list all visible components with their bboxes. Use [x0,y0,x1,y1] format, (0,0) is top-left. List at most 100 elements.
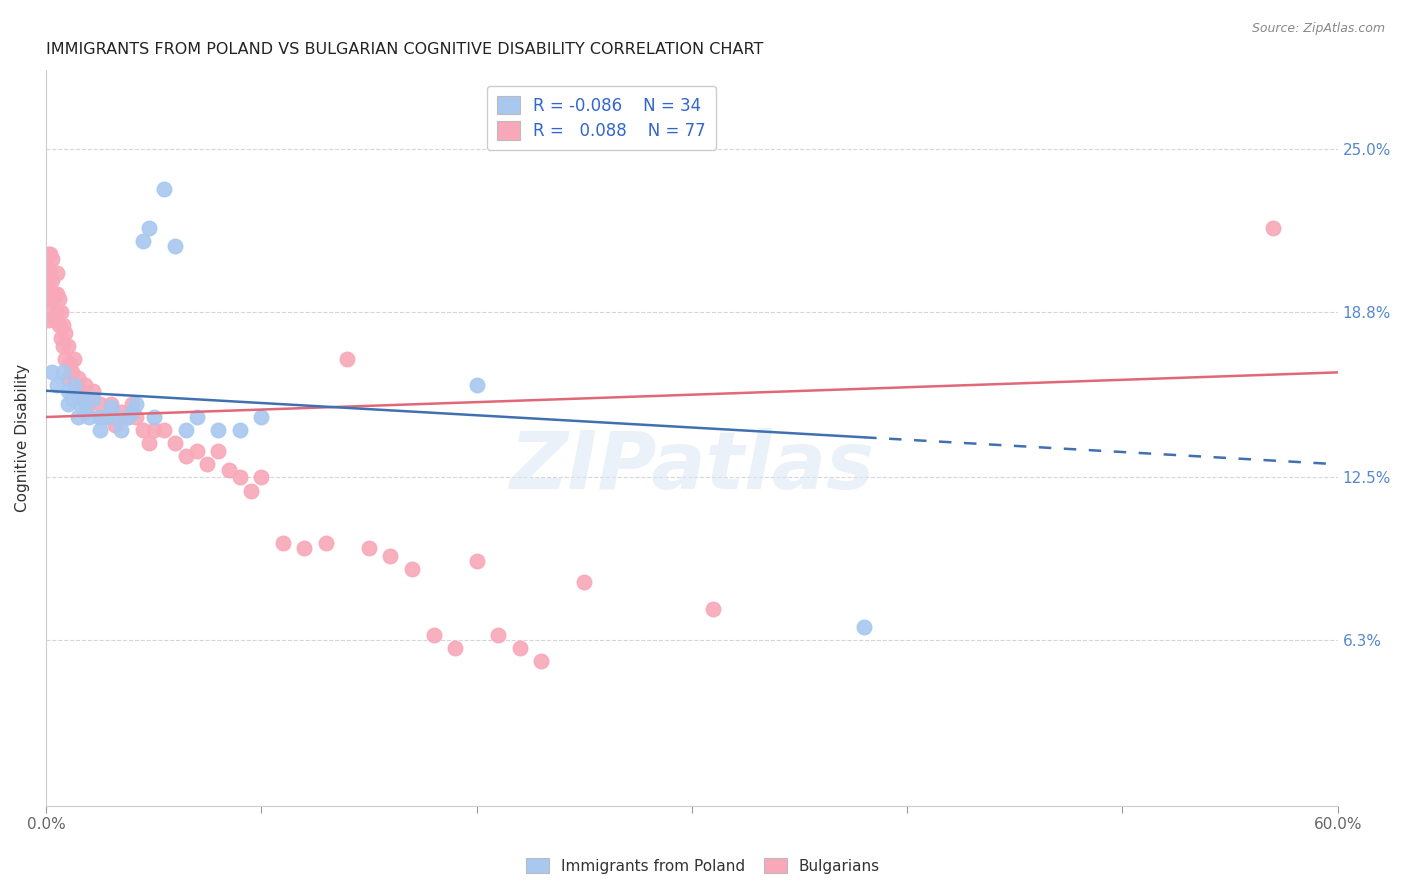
Point [207,423,229,437]
Point [53,326,76,340]
Point [60,392,83,406]
Point [65,378,87,392]
Point [41,252,63,267]
Point [100,400,122,414]
Point [165,436,187,450]
Point [49,331,72,345]
Point [67,409,90,424]
Point [39,305,62,319]
Point [67,370,90,384]
Point [56,370,79,384]
Point [37,260,59,275]
Point [186,409,208,424]
Text: Source: ZipAtlas.com: Source: ZipAtlas.com [1251,22,1385,36]
Point [153,423,176,437]
Point [48,292,70,306]
Point [853,620,876,634]
Point [229,423,252,437]
Point [444,641,467,656]
Point [250,409,273,424]
Point [53,352,76,367]
Point [96,409,118,424]
Point [142,409,165,424]
Point [45,266,67,280]
Point [69,397,91,411]
Point [52,318,75,332]
Point [89,397,111,411]
Point [509,641,531,656]
Point [63,378,86,392]
Point [89,423,111,437]
Point [117,409,139,424]
Point [186,444,208,458]
Point [56,384,79,398]
Point [197,457,219,471]
Point [100,397,122,411]
Point [72,392,94,406]
Point [174,450,197,464]
Point [37,313,59,327]
Point [153,181,176,195]
Point [89,409,111,424]
Point [82,392,104,406]
Point [63,352,86,367]
Point [132,234,155,248]
Point [45,378,67,392]
Point [132,423,155,437]
Point [45,305,67,319]
Point [56,397,79,411]
Point [229,470,252,484]
Point [104,409,127,424]
Point [401,562,423,576]
Point [39,286,62,301]
Point [73,405,96,419]
Point [422,628,444,642]
Point [59,358,82,372]
Point [110,423,132,437]
Point [56,339,79,353]
Y-axis label: Cognitive Disability: Cognitive Disability [15,364,30,512]
Point [60,365,83,379]
Point [37,247,59,261]
Point [45,286,67,301]
Legend: Immigrants from Poland, Bulgarians: Immigrants from Poland, Bulgarians [520,852,886,880]
Point [48,318,70,332]
Point [73,378,96,392]
Point [72,392,94,406]
Point [44,313,66,327]
Point [239,483,262,498]
Point [530,654,553,668]
Point [121,397,143,411]
Point [44,286,66,301]
Point [89,409,111,424]
Point [174,423,197,437]
Point [250,470,273,484]
Legend: R = -0.086    N = 34, R =   0.088    N = 77: R = -0.086 N = 34, R = 0.088 N = 77 [486,87,716,150]
Point [138,221,160,235]
Point [121,405,143,419]
Point [125,397,148,411]
Point [77,409,100,424]
Point [465,554,488,568]
Point [104,417,127,432]
Point [465,378,488,392]
Point [82,384,104,398]
Point [292,541,315,556]
Point [52,339,75,353]
Text: ZIPatlas: ZIPatlas [509,428,875,507]
Text: IMMIGRANTS FROM POLAND VS BULGARIAN COGNITIVE DISABILITY CORRELATION CHART: IMMIGRANTS FROM POLAND VS BULGARIAN COGN… [46,42,763,57]
Point [37,278,59,293]
Point [336,352,359,367]
Point [315,536,337,550]
Point [69,384,91,398]
Point [37,292,59,306]
Point [271,536,294,550]
Point [41,365,63,379]
Point [39,247,62,261]
Point [96,409,118,424]
Point [574,575,596,590]
Point [41,273,63,287]
Point [41,292,63,306]
Point [1263,221,1285,235]
Point [52,365,75,379]
